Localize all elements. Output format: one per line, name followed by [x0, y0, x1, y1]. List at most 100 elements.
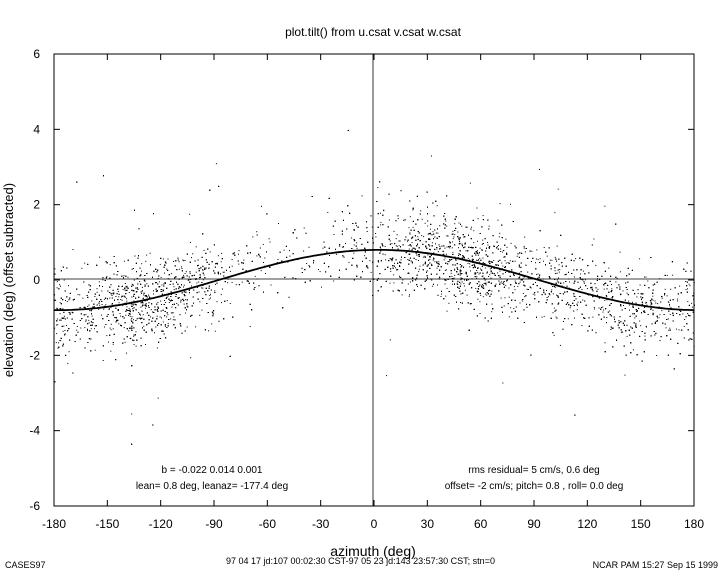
scatter-point — [186, 305, 188, 307]
scatter-point — [252, 236, 254, 238]
scatter-point — [187, 279, 189, 281]
scatter-point — [666, 274, 668, 276]
scatter-point — [131, 296, 133, 298]
scatter-point — [79, 294, 81, 296]
scatter-point — [178, 297, 180, 299]
scatter-point — [220, 294, 222, 296]
scatter-point — [123, 327, 125, 329]
scatter-point — [336, 253, 338, 255]
scatter-point — [189, 241, 191, 243]
scatter-point — [216, 301, 218, 303]
scatter-point — [482, 257, 484, 259]
scatter-point — [420, 210, 422, 212]
scatter-point — [537, 259, 539, 261]
scatter-point — [602, 306, 604, 308]
scatter-point — [408, 227, 410, 229]
scatter-point — [460, 283, 462, 285]
scatter-point — [536, 274, 538, 276]
scatter-point — [650, 309, 652, 310]
scatter-point — [658, 317, 660, 319]
scatter-point — [423, 236, 425, 238]
scatter-point — [112, 328, 114, 330]
scatter-point — [646, 326, 647, 328]
scatter-point — [446, 235, 448, 237]
scatter-point — [393, 230, 395, 232]
scatter-point — [327, 211, 329, 213]
scatter-point — [120, 299, 122, 300]
scatter-point — [477, 260, 479, 262]
scatter-point — [510, 307, 512, 309]
scatter-point — [128, 330, 130, 332]
scatter-point — [592, 316, 594, 318]
scatter-point — [667, 318, 669, 320]
scatter-point — [621, 331, 622, 333]
scatter-point — [196, 282, 198, 284]
scatter-point — [408, 248, 410, 250]
scatter-point — [439, 247, 441, 249]
scatter-point — [551, 289, 553, 291]
scatter-point — [524, 296, 526, 298]
scatter-point — [209, 295, 211, 296]
scatter-point — [624, 374, 626, 376]
scatter-point — [501, 281, 502, 283]
scatter-point — [488, 248, 490, 249]
scatter-point — [504, 297, 506, 299]
scatter-point — [448, 261, 450, 263]
scatter-point — [554, 270, 556, 272]
scatter-point — [203, 274, 205, 276]
scatter-point — [452, 238, 454, 240]
scatter-point — [569, 307, 571, 309]
scatter-point — [380, 212, 381, 214]
scatter-point — [378, 277, 379, 279]
scatter-point — [145, 303, 147, 305]
scatter-point — [283, 249, 285, 251]
scatter-point — [402, 279, 404, 281]
scatter-point — [148, 295, 150, 297]
scatter-point — [576, 309, 578, 311]
scatter-point — [524, 251, 526, 253]
scatter-point — [487, 244, 489, 246]
scatter-point — [57, 347, 59, 349]
scatter-point — [155, 326, 157, 328]
scatter-point — [445, 220, 447, 222]
scatter-point — [551, 259, 553, 261]
scatter-point — [446, 287, 448, 289]
scatter-point — [477, 253, 479, 255]
scatter-point — [604, 283, 606, 285]
scatter-point — [431, 264, 433, 266]
scatter-point — [384, 254, 386, 256]
scatter-point — [451, 275, 453, 277]
scatter-point — [198, 264, 199, 266]
scatter-point — [186, 326, 188, 328]
scatter-point — [479, 257, 481, 259]
scatter-point — [175, 307, 177, 309]
scatter-point — [418, 268, 420, 270]
scatter-point — [56, 281, 58, 283]
scatter-point — [676, 328, 677, 330]
scatter-point — [500, 251, 502, 252]
scatter-point — [249, 326, 251, 327]
scatter-point — [486, 272, 488, 274]
scatter-point — [303, 227, 305, 229]
scatter-point — [446, 225, 448, 227]
scatter-point — [238, 250, 240, 252]
scatter-point — [499, 232, 501, 234]
scatter-point — [120, 315, 122, 317]
scatter-point — [477, 254, 479, 256]
scatter-point — [619, 251, 621, 253]
scatter-point — [606, 299, 608, 301]
scatter-point — [235, 284, 237, 286]
scatter-point — [610, 329, 612, 330]
scatter-point — [375, 236, 377, 238]
scatter-point — [454, 274, 456, 276]
scatter-point — [559, 269, 561, 270]
scatter-point — [133, 279, 135, 281]
scatter-point — [259, 247, 261, 249]
scatter-point — [426, 270, 428, 272]
scatter-point — [628, 304, 630, 306]
scatter-point — [87, 328, 88, 330]
scatter-point — [160, 276, 162, 278]
scatter-point — [144, 300, 146, 302]
scatter-point — [67, 362, 69, 364]
scatter-point — [509, 260, 511, 262]
